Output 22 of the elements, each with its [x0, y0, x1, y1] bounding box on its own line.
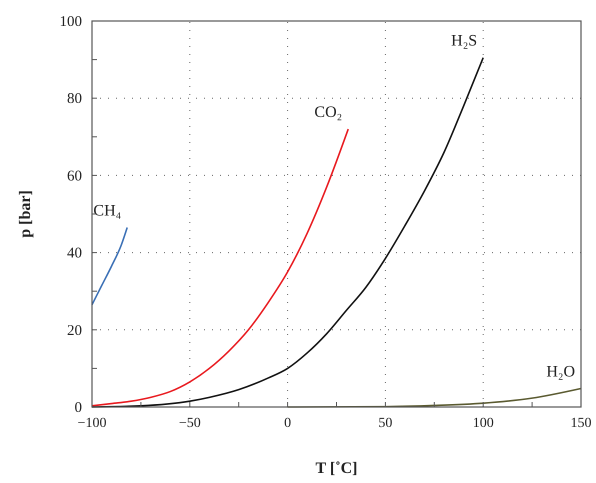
line-series: [91, 56, 484, 408]
y-axis-title: p [bar]: [17, 190, 34, 238]
y-tick-label: 20: [67, 322, 82, 339]
series-label: H₂O: [546, 363, 575, 380]
line-series: [286, 388, 582, 408]
line-series: [91, 226, 128, 306]
x-tick-label: −50: [178, 416, 201, 431]
y-tick-label: 80: [67, 91, 82, 108]
x-tick-label: 150: [570, 416, 592, 431]
y-tick-label: 0: [74, 400, 82, 416]
y-tick-label: 100: [60, 14, 82, 30]
series-label: CO₂: [314, 104, 342, 122]
y-tick-label: 40: [67, 246, 82, 262]
x-tick-label: −100: [78, 416, 106, 431]
y-tick-label: 60: [67, 168, 82, 184]
line-series: [91, 128, 350, 407]
series-label: H₂S: [451, 32, 478, 50]
x-tick-label: 0: [284, 416, 292, 431]
series-label: CH₄: [93, 202, 122, 220]
x-tick-label: 100: [472, 416, 494, 431]
x-tick-label: 50: [378, 416, 392, 431]
x-axis-title: T [˚C]: [316, 460, 358, 477]
